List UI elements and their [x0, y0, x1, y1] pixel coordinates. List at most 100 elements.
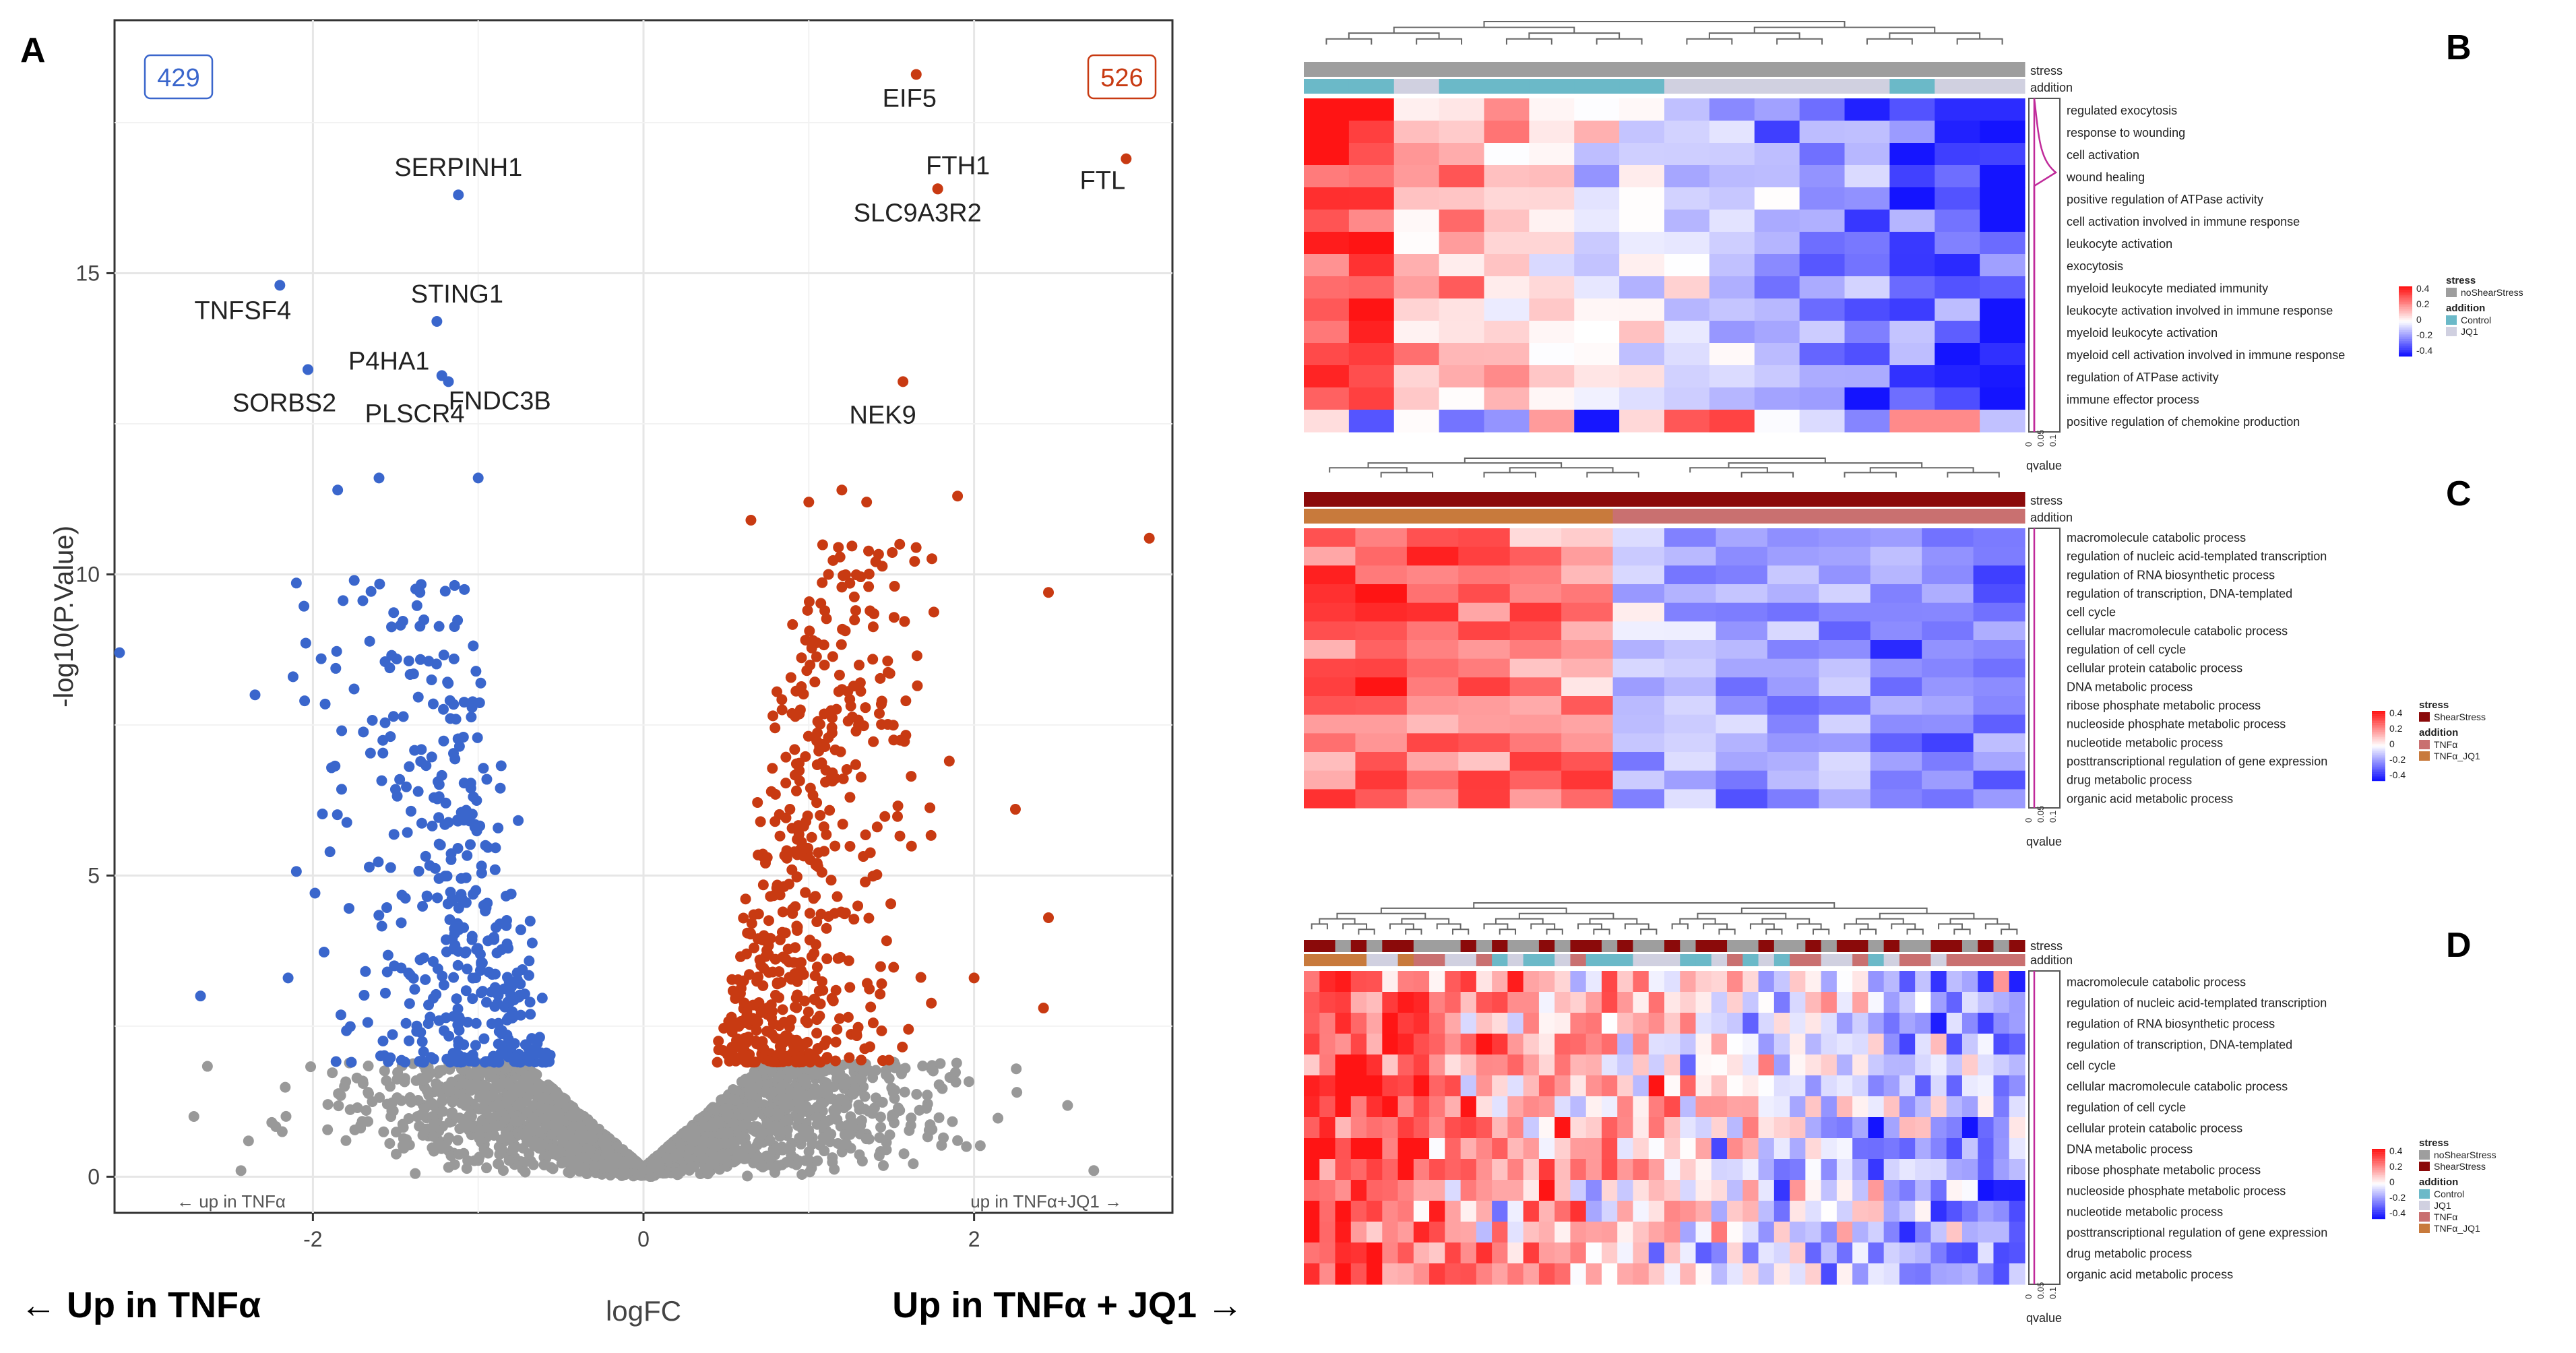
heatmap-cell	[1680, 971, 1697, 993]
addition-annotation-cell	[1821, 954, 1837, 966]
heatmap-cell	[1439, 187, 1485, 210]
stress-annotation-cell	[1561, 492, 1614, 507]
color-scale-step	[2399, 354, 2412, 357]
heatmap-cell	[1915, 1096, 1932, 1118]
heatmap-cell	[1319, 1117, 1336, 1139]
stress-annotation-cell	[1935, 62, 1980, 77]
down-point	[524, 1056, 535, 1067]
down-point	[424, 860, 435, 871]
up-point	[804, 935, 815, 946]
heatmap-cell	[1978, 1159, 1994, 1181]
heatmap-cell	[1348, 121, 1395, 144]
up-point	[840, 569, 852, 581]
down-point	[399, 1057, 410, 1068]
ns-point	[756, 1127, 767, 1138]
heatmap-cell	[1773, 1034, 1790, 1055]
dendrogram-branch	[1499, 929, 1517, 935]
heatmap-cell	[1935, 232, 1980, 255]
heatmap-cell	[2009, 1096, 2025, 1118]
stress-annotation-cell	[1529, 62, 1575, 77]
heatmap-cell	[1304, 410, 1350, 433]
heatmap-cell	[1799, 410, 1846, 433]
stress-annotation-cell	[1973, 492, 2025, 507]
up-point	[786, 707, 798, 719]
ns-point	[360, 1105, 372, 1116]
ns-point	[672, 1169, 684, 1181]
legend-swatch	[2446, 327, 2457, 336]
heatmap-cell	[1509, 752, 1562, 772]
heatmap-cell	[1680, 1055, 1697, 1076]
addition-annotation-cell	[1304, 509, 1356, 524]
heatmap-cell	[1819, 584, 1871, 604]
heatmap-cell	[1935, 365, 1980, 388]
heatmap-cell	[1538, 1096, 1555, 1118]
up-point	[816, 976, 827, 987]
ns-point	[443, 1132, 455, 1143]
heatmap-cell	[1393, 165, 1440, 188]
down-point	[464, 808, 476, 819]
heatmap-cell	[1844, 321, 1890, 344]
up-point	[821, 953, 833, 964]
heatmap-cell	[1612, 789, 1665, 809]
heatmap-cell	[1319, 1201, 1336, 1222]
up-point	[789, 1055, 800, 1066]
annotation-label-addition: addition	[2030, 953, 2073, 967]
ns-point	[546, 1104, 557, 1116]
heatmap-cell	[1819, 658, 1871, 678]
heatmap-cell	[1570, 1180, 1587, 1201]
heatmap-cell	[1476, 1138, 1493, 1160]
heatmap-cell	[1716, 640, 1768, 660]
row-label: organic acid metabolic process	[2067, 792, 2233, 805]
up-point	[722, 1048, 734, 1060]
outlier-point	[332, 484, 344, 496]
stress-annotation-cell	[1509, 492, 1562, 507]
up-point	[924, 802, 936, 813]
ns-point	[437, 1106, 449, 1117]
down-point	[515, 978, 526, 990]
heatmap-cell	[1445, 1055, 1462, 1076]
heatmap-cell	[1397, 1055, 1414, 1076]
heatmap-cell	[1680, 1159, 1697, 1181]
heatmap-cell	[1413, 1117, 1430, 1139]
ns-point	[528, 1125, 539, 1137]
up-point	[818, 821, 829, 833]
ns-point	[761, 1117, 773, 1129]
heatmap-cell	[1889, 276, 1935, 299]
heatmap-cell	[1393, 410, 1440, 433]
heatmap-cell	[1460, 1117, 1477, 1139]
heatmap-cell	[1304, 1055, 1320, 1076]
stress-annotation-cell	[1393, 62, 1440, 77]
heatmap-cell	[1601, 1013, 1618, 1034]
dendrogram-branch	[1844, 472, 1897, 478]
heatmap-cell	[1709, 387, 1755, 410]
heatmap-cell	[1973, 602, 2025, 622]
addition-annotation-cell	[2009, 954, 2025, 966]
addition-annotation-cell	[1413, 954, 1430, 966]
heatmap-cell	[1973, 528, 2025, 548]
heatmap-cell	[2009, 992, 2025, 1013]
heatmap-cell	[1612, 770, 1665, 790]
heatmap-cell	[1980, 343, 2025, 366]
heatmap-cell	[1554, 1138, 1571, 1160]
heatmap-cell	[1836, 1096, 1853, 1118]
up-point	[748, 909, 759, 920]
dendrogram-branch	[1464, 458, 1826, 464]
dendrogram-branch	[1866, 38, 1913, 45]
heatmap-cell	[1664, 602, 1717, 622]
addition-annotation-cell	[1799, 79, 1845, 94]
ns-point	[741, 1142, 753, 1154]
addition-annotation-cell	[1664, 954, 1680, 966]
up-point	[926, 997, 937, 1009]
heatmap-cell	[1767, 677, 1819, 697]
ns-point	[478, 1104, 490, 1115]
heatmap-cell	[1742, 1055, 1759, 1076]
down-point	[414, 654, 426, 665]
up-point	[757, 879, 769, 891]
addition-annotation-cell	[1946, 954, 1963, 966]
down-point	[524, 997, 536, 1008]
up-point	[839, 908, 850, 920]
up-point	[868, 736, 879, 747]
heatmap-cell	[1554, 1075, 1571, 1097]
heatmap-cell	[1980, 254, 2025, 277]
